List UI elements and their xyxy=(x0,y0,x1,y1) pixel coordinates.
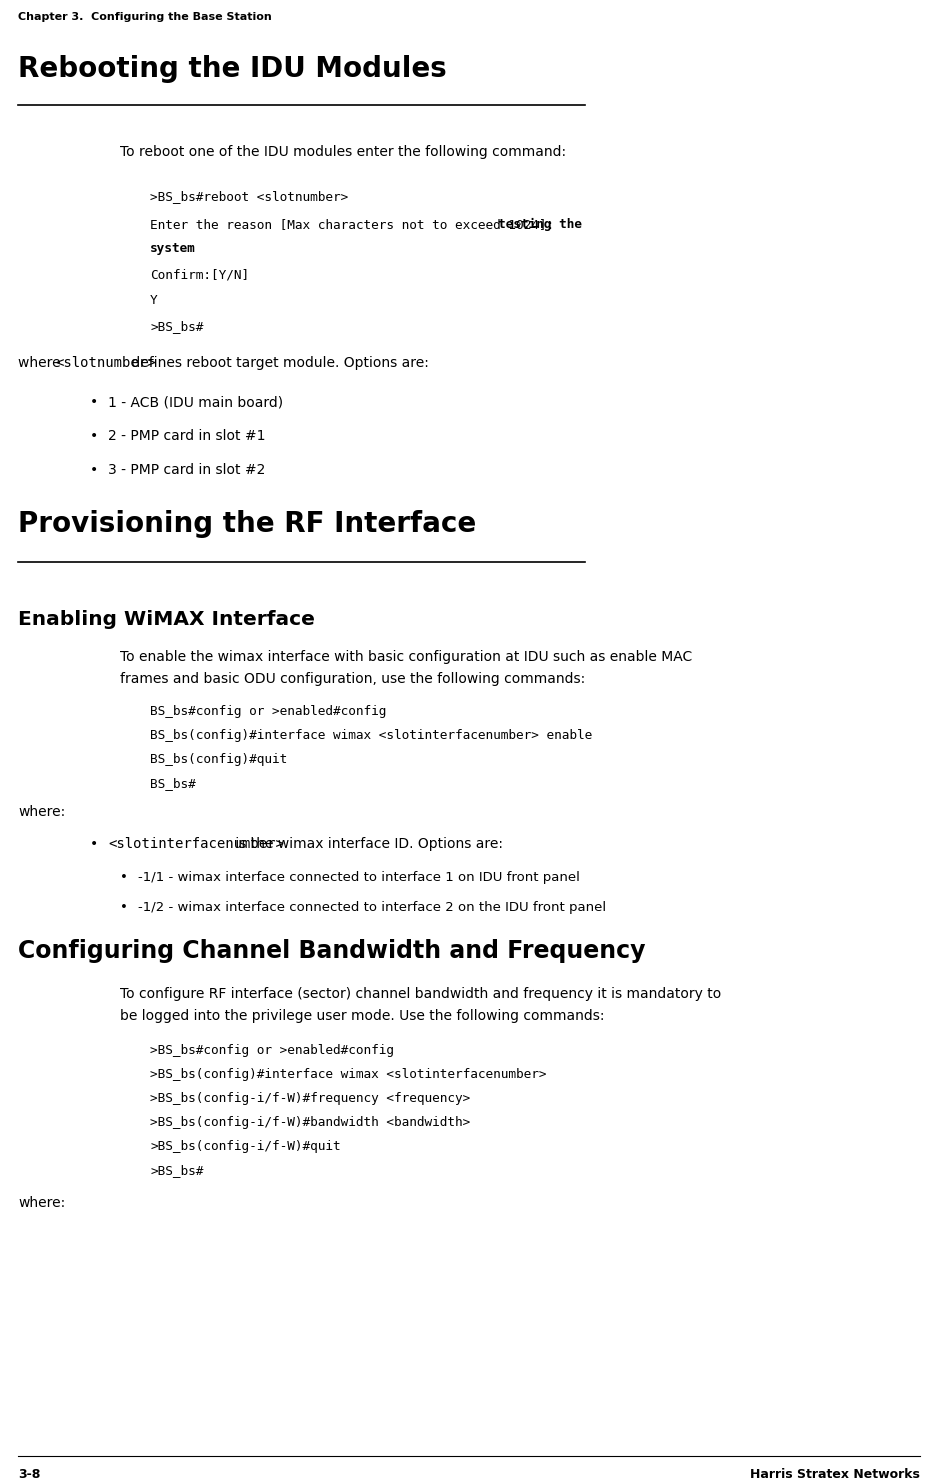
Text: frames and basic ODU configuration, use the following commands:: frames and basic ODU configuration, use … xyxy=(120,672,585,686)
Text: where: where xyxy=(18,356,65,370)
Text: >BS_bs#: >BS_bs# xyxy=(150,1163,204,1177)
Text: >BS_bs#: >BS_bs# xyxy=(150,321,204,332)
Text: defines reboot target module. Options are:: defines reboot target module. Options ar… xyxy=(127,356,429,370)
Text: Rebooting the IDU Modules: Rebooting the IDU Modules xyxy=(18,55,446,83)
Text: >BS_bs#config or >enabled#config: >BS_bs#config or >enabled#config xyxy=(150,1045,394,1057)
Text: <slotinterfacenumber>: <slotinterfacenumber> xyxy=(108,837,284,850)
Text: Harris Stratex Networks: Harris Stratex Networks xyxy=(750,1468,920,1481)
Text: is the wimax interface ID. Options are:: is the wimax interface ID. Options are: xyxy=(231,837,503,850)
Text: >BS_bs(config)#interface wimax <slotinterfacenumber>: >BS_bs(config)#interface wimax <slotinte… xyxy=(150,1068,547,1080)
Text: BS_bs(config)#quit: BS_bs(config)#quit xyxy=(150,752,287,766)
Text: >BS_bs(config-i/f-W)#bandwidth <bandwidth>: >BS_bs(config-i/f-W)#bandwidth <bandwidt… xyxy=(150,1116,470,1129)
Text: be logged into the privilege user mode. Use the following commands:: be logged into the privilege user mode. … xyxy=(120,1009,604,1022)
Text: •: • xyxy=(90,837,98,850)
Text: 1 - ACB (IDU main board): 1 - ACB (IDU main board) xyxy=(108,395,283,410)
Text: Y: Y xyxy=(150,294,158,307)
Text: Confirm:[Y/N]: Confirm:[Y/N] xyxy=(150,269,250,280)
Text: >BS_bs#reboot <slotnumber>: >BS_bs#reboot <slotnumber> xyxy=(150,190,348,203)
Text: Chapter 3.  Configuring the Base Station: Chapter 3. Configuring the Base Station xyxy=(18,12,272,22)
Text: >BS_bs(config-i/f-W)#frequency <frequency>: >BS_bs(config-i/f-W)#frequency <frequenc… xyxy=(150,1092,470,1106)
Text: •: • xyxy=(120,871,128,884)
Text: where:: where: xyxy=(18,1196,66,1209)
Text: 3-8: 3-8 xyxy=(18,1468,40,1481)
Text: BS_bs#config or >enabled#config: BS_bs#config or >enabled#config xyxy=(150,705,386,718)
Text: where:: where: xyxy=(18,804,66,819)
Text: •: • xyxy=(90,429,98,444)
Text: •: • xyxy=(90,395,98,410)
Text: BS_bs(config)#interface wimax <slotinterfacenumber> enable: BS_bs(config)#interface wimax <slotinter… xyxy=(150,729,592,742)
Text: To reboot one of the IDU modules enter the following command:: To reboot one of the IDU modules enter t… xyxy=(120,145,567,159)
Text: >BS_bs(config-i/f-W)#quit: >BS_bs(config-i/f-W)#quit xyxy=(150,1140,340,1153)
Text: Enabling WiMAX Interface: Enabling WiMAX Interface xyxy=(18,610,315,629)
Text: 2 - PMP card in slot #1: 2 - PMP card in slot #1 xyxy=(108,429,265,444)
Text: BS_bs#: BS_bs# xyxy=(150,778,196,789)
Text: Provisioning the RF Interface: Provisioning the RF Interface xyxy=(18,510,477,539)
Text: testing the: testing the xyxy=(498,218,582,232)
Text: -1/1 - wimax interface connected to interface 1 on IDU front panel: -1/1 - wimax interface connected to inte… xyxy=(138,871,580,884)
Text: -1/2 - wimax interface connected to interface 2 on the IDU front panel: -1/2 - wimax interface connected to inte… xyxy=(138,901,606,914)
Text: Configuring Channel Bandwidth and Frequency: Configuring Channel Bandwidth and Freque… xyxy=(18,939,645,963)
Text: To enable the wimax interface with basic configuration at IDU such as enable MAC: To enable the wimax interface with basic… xyxy=(120,650,692,663)
Text: system: system xyxy=(150,242,196,255)
Text: •: • xyxy=(120,901,128,914)
Text: 3 - PMP card in slot #2: 3 - PMP card in slot #2 xyxy=(108,463,265,476)
Text: •: • xyxy=(90,463,98,476)
Text: <slotnumber>: <slotnumber> xyxy=(55,356,156,370)
Text: Enter the reason [Max characters not to exceed 1024]:: Enter the reason [Max characters not to … xyxy=(150,218,562,232)
Text: To configure RF interface (sector) channel bandwidth and frequency it is mandato: To configure RF interface (sector) chann… xyxy=(120,987,721,1002)
